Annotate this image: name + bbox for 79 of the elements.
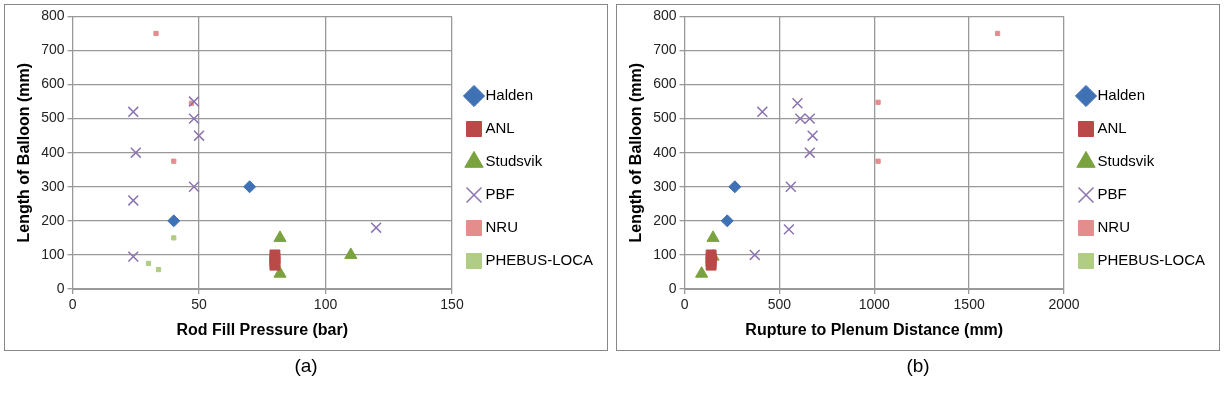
point <box>130 147 142 159</box>
x-axis-title: Rupture to Plenum Distance (mm) <box>745 320 1004 338</box>
y-tick-label: 200 <box>653 211 677 228</box>
x-tick-label: 0 <box>680 296 689 313</box>
legend-label: Halden <box>485 86 534 104</box>
y-tick-label: 400 <box>653 143 677 160</box>
legend-label: Studsvik <box>485 152 543 170</box>
point <box>695 266 709 278</box>
legend-label: PBF <box>485 185 515 203</box>
legend-label: PHEBUS-LOCA <box>1097 251 1206 269</box>
point <box>171 158 177 164</box>
point <box>188 95 200 108</box>
point <box>791 97 804 109</box>
y-axis-title: Length of Balloon (mm) <box>627 62 645 243</box>
x-tick-label: 1500 <box>953 296 985 313</box>
point <box>193 129 205 142</box>
point <box>804 147 816 159</box>
x-tick-label: 0 <box>68 296 77 313</box>
y-tick-label: 100 <box>653 245 677 262</box>
point <box>994 30 1001 37</box>
point <box>127 250 139 263</box>
point <box>344 247 358 259</box>
point <box>273 230 287 242</box>
point <box>155 266 162 273</box>
legend-label: Studsvik <box>1097 152 1155 170</box>
point <box>127 194 139 207</box>
point <box>145 260 152 267</box>
legend-label: NRU <box>1097 218 1130 236</box>
point <box>370 221 382 234</box>
legend-label: PHEBUS-LOCA <box>485 251 594 269</box>
point <box>188 112 200 125</box>
y-tick-label: 100 <box>41 245 65 262</box>
text: (a) <box>293 355 319 377</box>
x-tick-label: 150 <box>440 296 464 313</box>
y-tick-label: 500 <box>41 109 65 126</box>
point <box>756 106 769 118</box>
text: (b) <box>905 355 931 377</box>
point <box>167 214 181 228</box>
point <box>875 158 881 164</box>
legend-label: Halden <box>1097 86 1146 104</box>
y-tick-label: 0 <box>668 279 677 296</box>
x-tick-label: 2000 <box>1048 296 1080 313</box>
x-tick-label: 500 <box>767 296 792 313</box>
y-tick-label: 200 <box>41 211 65 228</box>
x-tick-label: 1000 <box>858 296 891 313</box>
y-tick-label: 800 <box>653 7 677 24</box>
y-tick-label: 300 <box>653 177 677 194</box>
point <box>804 112 816 125</box>
point <box>171 235 177 241</box>
point <box>720 214 734 228</box>
point <box>794 112 806 125</box>
x-tick-label: 100 <box>313 296 338 313</box>
y-tick-label: 0 <box>56 279 65 296</box>
point <box>875 99 881 105</box>
y-tick-label: 700 <box>653 41 677 58</box>
point <box>127 106 139 118</box>
point <box>153 30 159 37</box>
point <box>749 249 761 261</box>
point <box>188 181 200 193</box>
legend-label: ANL <box>485 119 515 137</box>
legend-label: ANL <box>1097 119 1127 137</box>
point <box>785 181 797 193</box>
y-tick-label: 300 <box>41 177 65 194</box>
x-tick-label: 50 <box>191 296 208 313</box>
y-tick-label: 600 <box>653 75 677 92</box>
y-axis-title: Length of Balloon (mm) <box>15 62 33 243</box>
point <box>728 180 742 194</box>
y-tick-label: 500 <box>653 109 677 126</box>
point <box>783 223 795 236</box>
legend-label: PBF <box>1097 185 1127 203</box>
point <box>806 129 819 142</box>
x-axis-title: Rod Fill Pressure (bar) <box>176 320 349 338</box>
point <box>706 230 720 242</box>
legend-label: NRU <box>485 218 518 236</box>
y-tick-label: 400 <box>41 143 65 160</box>
point <box>243 180 257 194</box>
y-tick-label: 800 <box>41 7 65 24</box>
y-tick-label: 600 <box>41 75 65 92</box>
y-tick-label: 700 <box>41 41 65 58</box>
